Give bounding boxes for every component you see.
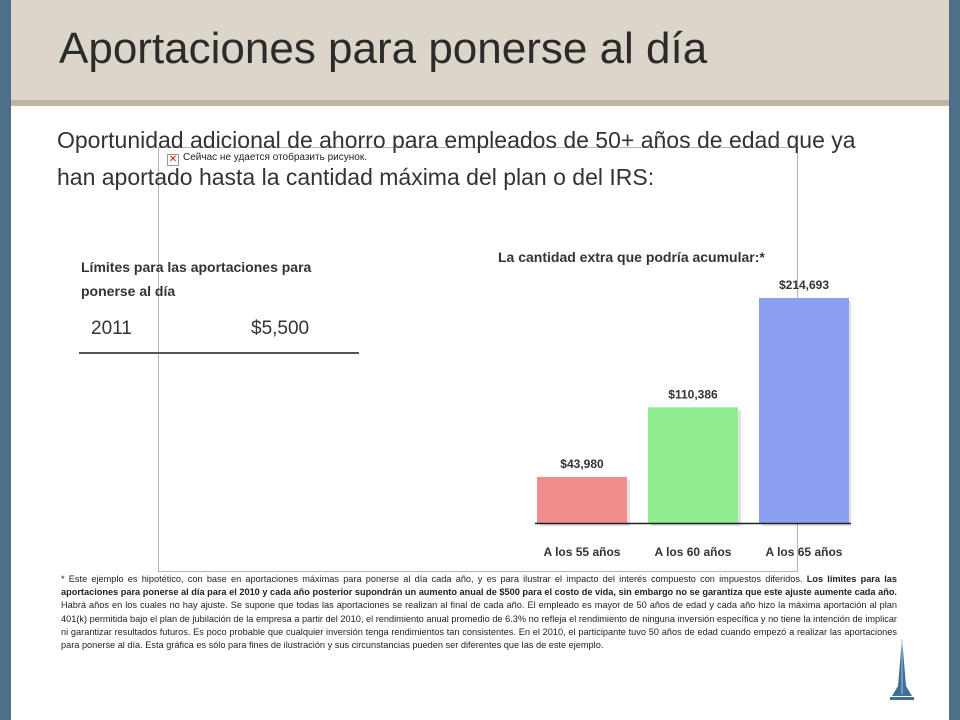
page-title: Aportaciones para ponerse al día [59, 24, 708, 73]
title-band: Aportaciones para ponerse al día [11, 0, 949, 100]
pyramid-logo-icon [890, 638, 914, 700]
category-label: A los 55 años [544, 545, 621, 559]
bar [759, 298, 849, 523]
limits-year: 2011 [91, 318, 132, 339]
footnote-rest: Habrá años en los cuales no hay ajuste. … [61, 600, 897, 651]
data-label: $214,693 [779, 278, 829, 292]
broken-image-icon: ✕ [167, 154, 179, 166]
broken-image-text: Сейчас не удается отобразить рисунок. [183, 152, 367, 163]
limits-table: 2011 $5,500 [79, 312, 359, 354]
footnote-intro: * Este ejemplo es hipotético, con base e… [61, 574, 803, 584]
chart-title: La cantidad extra que podría acumular:* [498, 249, 765, 265]
data-label: $43,980 [560, 457, 604, 471]
bar [537, 476, 627, 523]
data-label: $110,386 [668, 387, 718, 401]
subtitle: Oportunidad adicional de ahorro para emp… [57, 127, 856, 190]
title-divider [11, 100, 949, 106]
slide: Aportaciones para ponerse al día ✕ Сейча… [11, 0, 949, 720]
limits-amount: $5,500 [251, 318, 310, 339]
category-label: A los 60 años [655, 545, 732, 559]
footnote: * Este ejemplo es hipotético, con base e… [61, 573, 897, 652]
bar [648, 407, 738, 523]
footnote-bold: Los límites para las aportaciones para p… [61, 574, 897, 598]
category-label: A los 65 años [766, 545, 843, 559]
bar-chart: $43,980 A los 55 años $110,386 A los 60 año… [535, 278, 851, 559]
limits-heading: Límites para las aportaciones para poner… [81, 259, 312, 299]
